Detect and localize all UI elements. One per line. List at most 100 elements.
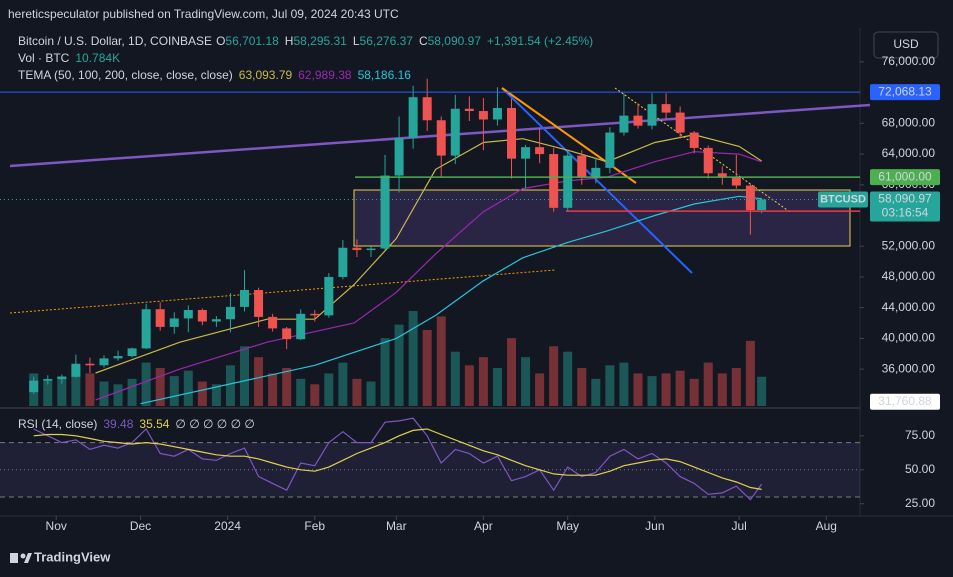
volume-bar [380,338,390,406]
x-tick-label: Mar [386,519,407,533]
candle-body [99,358,109,366]
candle-body [380,175,390,249]
volume-bar [675,370,685,406]
candle-body [127,348,137,357]
volume-bar [394,324,404,406]
symbol-title: Bitcoin / U.S. Dollar, 1D, COINBASE [18,34,212,48]
volume-bar [141,362,151,406]
volume-bar [478,357,488,406]
ohlc-label: L [353,34,360,48]
volume-bar [43,378,53,406]
x-tick-label: Dec [130,519,151,533]
candle-body [478,111,488,120]
candle-body [757,199,767,211]
candle-body [535,147,545,155]
trend-line [9,269,556,314]
ohlc-value: 58,090.97 [428,34,482,48]
price-label-bg [870,84,940,101]
candle-body [254,290,264,317]
tema-line [95,151,762,401]
tema-line [140,195,762,405]
logo [10,553,32,563]
candle-body [408,97,418,138]
rsi-line [33,417,763,501]
candle-body [394,137,404,176]
rsi-legend: RSI (14, close) 39.48 35.54 ∅ ∅ ∅ ∅ ∅ ∅ [18,417,255,431]
candle-body [689,132,699,148]
tema-value: 62,989.38 [298,68,352,82]
volume-bar [703,362,713,406]
volume-bar [127,378,137,406]
brand: TradingView [34,549,111,564]
volume-bar [310,384,320,406]
volume-bar [591,378,601,406]
candle-body [563,155,573,208]
tema-value: 58,186.16 [358,68,412,82]
price-label-bg [870,393,940,410]
x-tick-label: Nov [46,519,67,533]
candle-body [43,379,53,381]
volume-bar [338,362,348,406]
candle-body [675,112,685,133]
candle-body [310,313,320,316]
candle-body [703,147,713,174]
volume-bar [464,365,474,406]
volume-bar [57,376,67,406]
candle-body [141,309,151,349]
volume-bar [71,368,81,406]
volume-bar [352,378,362,406]
tema-value: 63,093.79 [239,68,293,82]
x-tick-label: Feb [304,519,325,533]
candle-body [296,313,306,340]
volume-bar [757,376,767,406]
volume-bar [225,365,235,406]
logo-mark [20,553,26,559]
last-price: 58,090.97 [878,192,932,206]
symbol-legend: Bitcoin / U.S. Dollar, 1D, COINBASE O56,7… [18,34,593,48]
volume-bar [521,357,531,406]
candle-body [268,316,278,329]
candle-body [240,290,250,307]
candle-body [464,108,474,112]
volume-bar [197,381,207,406]
publisher: hereticspeculator published on TradingVi… [8,7,399,21]
currency[interactable]: USD [893,37,919,51]
candle-body [211,319,221,322]
currency-button[interactable] [873,31,939,59]
y-tick-label: 52,000.00 [882,238,936,252]
volume-bar [99,381,109,406]
x-tick-label: Jun [645,519,664,533]
x-tick-label: May [556,519,579,533]
ohlc-value: 56,276.37 [360,34,414,48]
y-tick-label: 36,000.00 [882,361,936,375]
rsi-line [33,428,762,490]
candle-body [338,247,348,277]
candle-body [619,115,629,133]
volume-bar [450,351,460,406]
y-tick-label: 44,000.00 [882,300,936,314]
rsi-empty: ∅ ∅ ∅ ∅ ∅ ∅ [175,417,254,431]
candle-body [577,155,587,178]
volume-bar [731,368,741,406]
x-tick-label: Apr [474,519,493,533]
y-tick-label: 76,000.00 [882,54,936,68]
candle-body [661,104,671,113]
y-tick-label: 25.00 [905,496,935,510]
volume-bar [155,368,165,406]
candle-body [197,309,207,322]
volume-bar [366,381,376,406]
volume-bar [689,378,699,406]
ohlc-label: C [419,34,428,48]
range-box [353,189,851,247]
price-label: 31,760.88 [878,394,932,408]
volume-bar [268,373,278,406]
candle-body [155,309,165,327]
volume-bar [661,373,671,406]
candle-body [366,248,376,251]
tema-legend: TEMA (50, 100, 200, close, close, close)… [18,68,411,82]
volume-bar [113,384,123,406]
volume-bar [240,346,250,406]
volume-bar [211,384,221,406]
volume-bar [254,357,264,406]
